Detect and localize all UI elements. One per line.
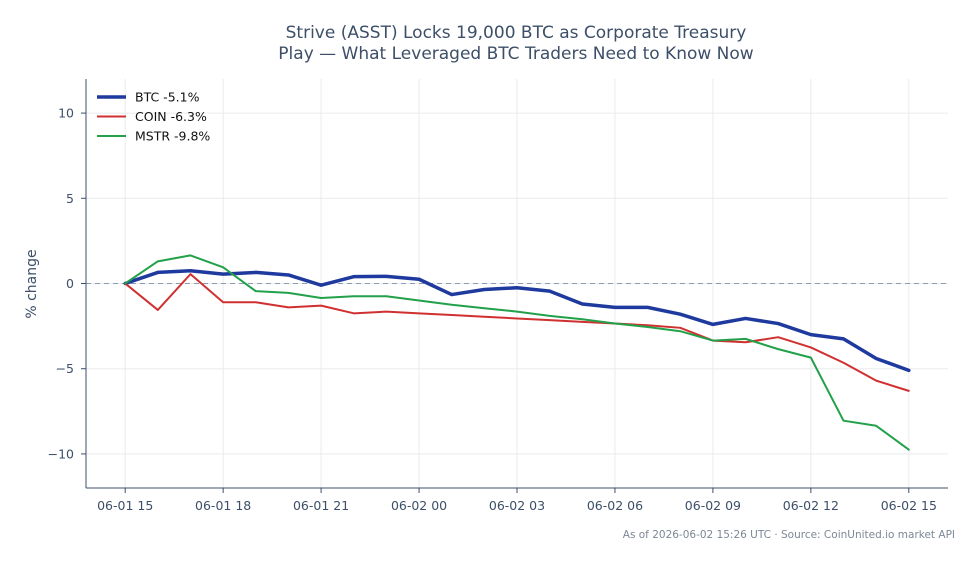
legend-label: COIN -6.3%: [135, 109, 207, 124]
x-tick-label: 06-02 12: [783, 498, 839, 513]
x-tick-label: 06-02 09: [685, 498, 741, 513]
y-axis-ticks: 10 5 0 −5 −10: [48, 106, 86, 461]
series-line-mstr: [124, 254, 910, 451]
series-line-coin: [124, 273, 910, 392]
source-footer: As of 2026-06-02 15:26 UTC · Source: Coi…: [623, 529, 955, 541]
x-tick-label: 06-01 15: [97, 498, 153, 513]
x-axis-ticks: 06-01 15 06-01 18 06-01 21 06-02 00 06-02 03…: [97, 488, 937, 513]
series-lines: [123, 254, 911, 451]
series-line-btc: [123, 268, 911, 373]
y-tick-label: −10: [48, 446, 74, 461]
x-tick-label: 06-02 15: [881, 498, 937, 513]
legend-label: BTC -5.1%: [135, 90, 200, 105]
x-tick-label: 06-01 18: [195, 498, 251, 513]
grid: [86, 79, 948, 488]
y-tick-label: −5: [56, 361, 74, 376]
x-tick-label: 06-02 06: [587, 498, 643, 513]
legend-label: MSTR -9.8%: [135, 129, 210, 144]
x-tick-label: 06-02 03: [489, 498, 545, 513]
chart-title-line-1: Strive (ASST) Locks 19,000 BTC as Corpor…: [286, 23, 747, 43]
y-tick-label: 0: [66, 276, 74, 291]
x-tick-label: 06-01 21: [293, 498, 349, 513]
chart-title-line-2: Play — What Leveraged BTC Traders Need t…: [278, 44, 753, 64]
x-tick-label: 06-02 00: [391, 498, 447, 513]
legend: BTC -5.1% COIN -6.3% MSTR -9.8%: [97, 90, 210, 144]
y-tick-label: 5: [66, 191, 74, 206]
y-tick-label: 10: [58, 106, 74, 121]
y-axis-label: % change: [24, 249, 40, 318]
